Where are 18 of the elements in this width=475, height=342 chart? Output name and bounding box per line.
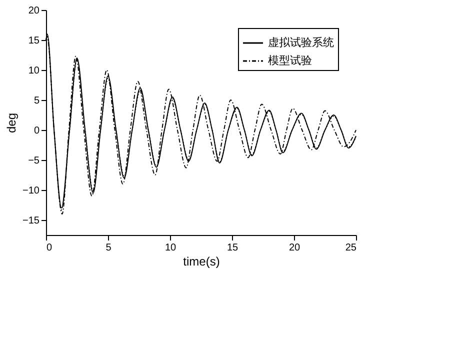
x-tick-label: 25 [345,242,357,254]
legend-label: 模型试验 [268,54,312,67]
y-tick-label: 20 [28,6,40,16]
x-tick-label: 5 [106,242,112,254]
y-tick-label: 15 [28,36,40,46]
y-tick-label: 5 [34,96,40,106]
x-tick-label: 0 [46,242,52,254]
y-tick-label: −15 [22,216,40,226]
y-tick-label: −5 [28,156,40,166]
x-axis-title: time(s) [183,254,220,268]
x-tick-label: 15 [226,242,238,254]
legend-label: 虚拟试验系统 [268,36,334,49]
y-axis-title: deg [4,112,19,134]
x-tick-label: 20 [288,242,300,254]
y-tick-label: 0 [34,126,40,136]
y-tick-label: −10 [22,186,40,196]
y-tick-label: 10 [28,66,40,76]
x-tick-label: 10 [164,242,176,254]
